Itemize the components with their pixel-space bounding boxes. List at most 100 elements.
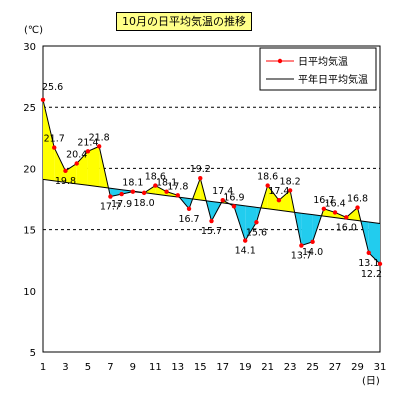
fill-segment-2 — [65, 163, 77, 184]
data-label-day-9: 18.1 — [122, 178, 143, 189]
x-tick-label-9: 9 — [130, 362, 136, 373]
x-tick-label-7: 7 — [107, 362, 113, 373]
data-label-day-13: 17.8 — [167, 181, 188, 192]
data-point-day-8 — [119, 191, 124, 197]
fill-segment-32 — [301, 213, 313, 246]
fill-segment-1 — [54, 147, 66, 183]
fill-segment-25 — [245, 205, 257, 241]
data-point-day-26 — [321, 206, 327, 211]
legend-box — [259, 47, 377, 91]
data-point-day-11 — [153, 183, 158, 188]
data-point-day-5 — [85, 149, 91, 154]
data-point-day-7 — [108, 194, 113, 199]
data-label-day-12: 18.1 — [156, 178, 177, 189]
data-label-day-27: 16.4 — [324, 198, 345, 209]
x-tick-label-31: 31 — [374, 362, 387, 373]
data-label-day-1: 25.6 — [42, 82, 63, 93]
x-tick-label-5: 5 — [85, 362, 91, 373]
data-label-day-26: 16.7 — [313, 195, 334, 206]
x-tick-label-27: 27 — [329, 362, 342, 373]
data-label-day-24: 13.7 — [291, 251, 312, 262]
data-label-day-6: 21.8 — [89, 132, 110, 143]
x-tick-label-15: 15 — [194, 362, 207, 373]
x-tick-label-3: 3 — [62, 362, 68, 373]
y-tick-label-20: 20 — [23, 164, 36, 175]
legend-daily-label: 日平均気温 — [298, 55, 348, 68]
x-tick-label-19: 19 — [239, 362, 252, 373]
x-tick-label-13: 13 — [171, 362, 184, 373]
data-label-day-8: 17.9 — [111, 199, 132, 210]
chart-title: 10月の日平均気温の推移 — [116, 12, 252, 31]
data-point-day-31 — [377, 261, 383, 267]
data-point-day-27 — [332, 210, 338, 215]
x-tick-label-17: 17 — [216, 362, 229, 373]
y-tick-label-15: 15 — [23, 226, 36, 237]
fill-segment-0 — [43, 99, 55, 181]
data-point-day-23 — [287, 188, 293, 193]
x-tick-label-11: 11 — [149, 362, 162, 373]
normal-line-layer — [42, 178, 381, 224]
normal-temperature-line — [42, 178, 381, 224]
x-tick-label-25: 25 — [306, 362, 319, 373]
y-tick-label-25: 25 — [23, 103, 36, 114]
data-point-day-3 — [63, 168, 68, 174]
data-label-day-23: 18.2 — [280, 176, 301, 187]
data-label-day-28: 16.0 — [336, 222, 357, 233]
legend-daily-marker — [277, 58, 283, 64]
y-axis-unit: (℃) — [24, 25, 43, 36]
data-point-day-9 — [130, 189, 136, 194]
data-point-day-10 — [141, 190, 147, 196]
data-label-day-19: 14.1 — [235, 246, 256, 257]
data-point-day-2 — [52, 145, 57, 150]
data-point-day-24 — [299, 243, 304, 248]
fill-segment-12 — [155, 185, 167, 196]
data-label-day-2: 21.7 — [44, 134, 65, 145]
data-label-day-10: 18.0 — [134, 198, 155, 209]
data-point-day-22 — [276, 198, 282, 203]
data-label-day-29: 16.8 — [347, 194, 368, 205]
data-label-day-30: 13.1 — [358, 258, 379, 269]
data-label-day-20: 15.6 — [246, 227, 267, 238]
y-tick-label-30: 30 — [23, 42, 36, 53]
data-label-day-7: 17.7 — [100, 202, 121, 213]
data-point-day-4 — [74, 161, 79, 166]
x-axis-unit: (日) — [362, 376, 380, 387]
legend-normal-label: 平年日平均気温 — [298, 73, 368, 86]
fill-segment-28 — [267, 185, 279, 211]
data-point-day-6 — [96, 144, 102, 149]
data-label-day-4: 20.4 — [66, 150, 87, 161]
data-point-day-14 — [186, 206, 192, 211]
y-tick-label-10: 10 — [23, 287, 36, 298]
y-tick-label-5: 5 — [30, 348, 36, 359]
fill-segment-3 — [76, 151, 88, 186]
data-label-day-25: 14.0 — [302, 247, 323, 258]
data-point-day-18 — [231, 204, 237, 209]
x-tick-label-29: 29 — [351, 362, 364, 373]
legend: 日平均気温 平年日平均気温 — [259, 47, 377, 91]
data-label-day-15: 19.2 — [190, 164, 211, 175]
data-point-day-1 — [40, 97, 46, 103]
data-label-day-21: 18.6 — [257, 172, 278, 183]
data-point-day-15 — [198, 175, 203, 181]
fill-segment-29 — [278, 190, 291, 212]
data-label-day-16: 15.7 — [201, 226, 222, 237]
fill-segment-37 — [346, 207, 358, 221]
data-point-day-16 — [209, 218, 214, 224]
fill-segment-4 — [87, 146, 100, 187]
data-point-day-20 — [254, 220, 259, 225]
data-label-day-3: 19.8 — [55, 176, 76, 187]
fill-segment-35 — [323, 208, 336, 218]
data-point-day-19 — [243, 238, 248, 243]
data-label-day-17: 17.4 — [212, 186, 233, 197]
x-tick-label-1: 1 — [40, 362, 46, 373]
data-label-day-31: 12.2 — [361, 269, 382, 280]
data-label-day-11: 18.6 — [145, 172, 166, 183]
plot-area — [42, 45, 381, 353]
data-label-day-5: 21.4 — [77, 137, 98, 148]
data-label-day-18: 16.9 — [223, 192, 244, 203]
data-point-day-28 — [344, 215, 349, 220]
data-point-day-29 — [355, 205, 360, 210]
data-point-day-21 — [265, 183, 270, 188]
